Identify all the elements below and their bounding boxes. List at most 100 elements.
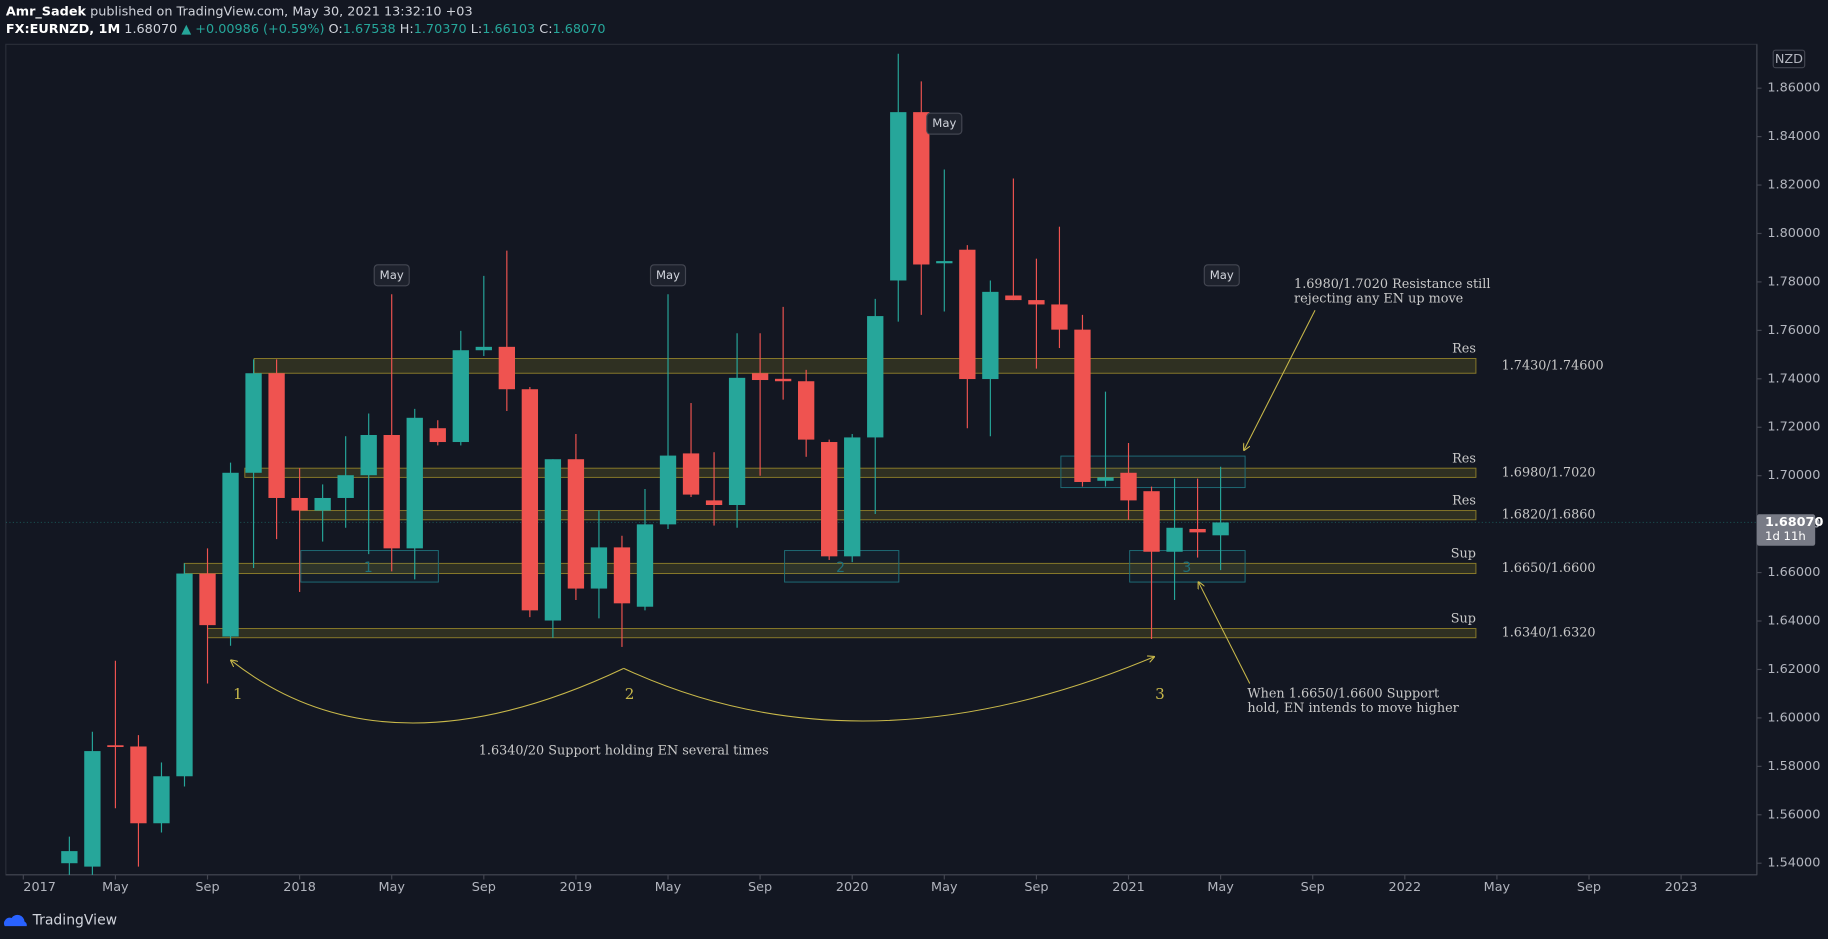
zone-label: 1.6980/1.7020	[1502, 465, 1596, 480]
candle-body	[821, 442, 838, 557]
annotation: 1.6340/20 Support holding EN several tim…	[479, 744, 769, 759]
x-tick-label: May	[1207, 880, 1234, 895]
y-tick-label: 1.58000	[1767, 759, 1820, 774]
zone-label: 1.6650/1.6600	[1502, 561, 1596, 576]
x-tick-label: 2020	[836, 880, 869, 895]
y-tick-label: 1.80000	[1767, 226, 1820, 241]
x-tick-label: Sep	[195, 880, 219, 895]
x-tick-label: 2021	[1112, 880, 1145, 895]
touch-number: 1	[233, 685, 243, 703]
c: 1.68070	[553, 22, 606, 37]
o: 1.67538	[343, 22, 396, 37]
candle-body	[268, 373, 285, 498]
candle-body	[176, 573, 193, 777]
candle-body	[728, 377, 746, 505]
y-tick-label: 1.64000	[1767, 614, 1820, 629]
y-tick-label: 1.54000	[1767, 856, 1820, 871]
session-label: May	[1210, 268, 1234, 282]
candle-body	[291, 497, 308, 511]
annotation: When 1.6650/1.6600 Support	[1247, 687, 1440, 702]
y-tick-label: 1.70000	[1767, 468, 1820, 483]
change: ▲ +0.00986 (+0.59%)	[181, 22, 324, 37]
candle-body	[1143, 491, 1160, 552]
candle-body	[567, 459, 585, 589]
x-tick-label: May	[931, 880, 958, 895]
l: 1.66103	[482, 22, 535, 37]
zone-tag: Res	[1452, 494, 1476, 509]
candle-body	[84, 751, 101, 867]
y-tick-label: 1.86000	[1767, 81, 1820, 96]
candle-body	[199, 573, 216, 626]
candle-body	[314, 497, 331, 511]
candle-body	[959, 249, 976, 380]
zone	[299, 510, 1477, 521]
candle-body	[798, 381, 815, 440]
candle-body	[844, 437, 861, 557]
x-tick-label: 2019	[560, 880, 593, 895]
candle-body	[360, 435, 377, 476]
session-label: May	[656, 268, 680, 282]
x-tick-label: 2017	[23, 880, 56, 895]
candle-body	[107, 745, 124, 748]
zone-tag: Res	[1452, 342, 1476, 357]
price-tag-label: 1.68070	[1765, 515, 1823, 530]
candle-body	[867, 316, 884, 438]
box-number: 3	[1182, 560, 1191, 576]
candle-body	[751, 373, 769, 381]
x-tick-label: 2022	[1389, 880, 1422, 895]
candle-body	[1005, 295, 1022, 301]
candle-body	[982, 291, 999, 380]
touch-number: 3	[1155, 685, 1165, 703]
h-label: H:	[400, 22, 414, 37]
zone-tag: Sup	[1451, 547, 1476, 562]
candle-body	[452, 350, 469, 443]
price-tag	[1756, 514, 1816, 546]
y-tick-label: 1.60000	[1767, 710, 1820, 725]
session-box	[926, 112, 963, 135]
x-tick-label: 2018	[283, 880, 316, 895]
session-box	[649, 264, 687, 287]
x-tick-label: May	[1484, 880, 1511, 895]
pattern-box	[784, 550, 900, 583]
candle-body	[1120, 472, 1137, 501]
session-label: May	[380, 268, 404, 282]
h: 1.70370	[414, 22, 467, 37]
footer: TradingView	[4, 912, 117, 928]
candle-body	[1166, 527, 1183, 552]
session-box	[373, 264, 410, 287]
annotation: rejecting any EN up move	[1294, 292, 1463, 307]
o-label: O:	[329, 22, 343, 37]
pattern-box	[1060, 455, 1246, 489]
candle-body	[682, 453, 700, 495]
y-tick-label: 1.56000	[1767, 807, 1820, 822]
y-tick-label: 1.72000	[1767, 420, 1820, 435]
candle-body	[521, 389, 539, 611]
plot: Res 1.7430/1.74600 Res 1.6980/1.7020 Res 1.68…	[5, 53, 1757, 875]
candle-body	[936, 261, 953, 264]
x-tick-label: Sep	[748, 880, 772, 895]
footer-text: TradingView	[32, 912, 117, 928]
candle-body	[1074, 329, 1091, 482]
box-number: 2	[836, 560, 845, 576]
currency-box	[1772, 49, 1806, 69]
y-tick-label: 1.84000	[1767, 129, 1820, 144]
candle-body	[890, 112, 907, 281]
legend: FX:EURNZD, 1M 1.68070 ▲ +0.00986 (+0.59%…	[6, 22, 606, 37]
arrow	[1244, 310, 1316, 450]
published: published on TradingView.com, May 30, 20…	[90, 4, 472, 19]
annotation: 1.6980/1.7020 Resistance still	[1294, 277, 1490, 292]
y-tick-label: 1.78000	[1767, 274, 1820, 289]
zone-tag: Sup	[1451, 612, 1476, 627]
y-tick-label: 1.66000	[1767, 565, 1820, 580]
box-number: 1	[364, 560, 373, 576]
candle-body	[222, 472, 239, 637]
candle-body	[1212, 522, 1229, 536]
x-tick-label: May	[102, 880, 129, 895]
session-label: May	[932, 116, 956, 130]
candle-body	[383, 435, 400, 549]
candle-body	[61, 851, 78, 864]
x-tick-label: Sep	[472, 880, 496, 895]
session-box	[1203, 264, 1240, 287]
